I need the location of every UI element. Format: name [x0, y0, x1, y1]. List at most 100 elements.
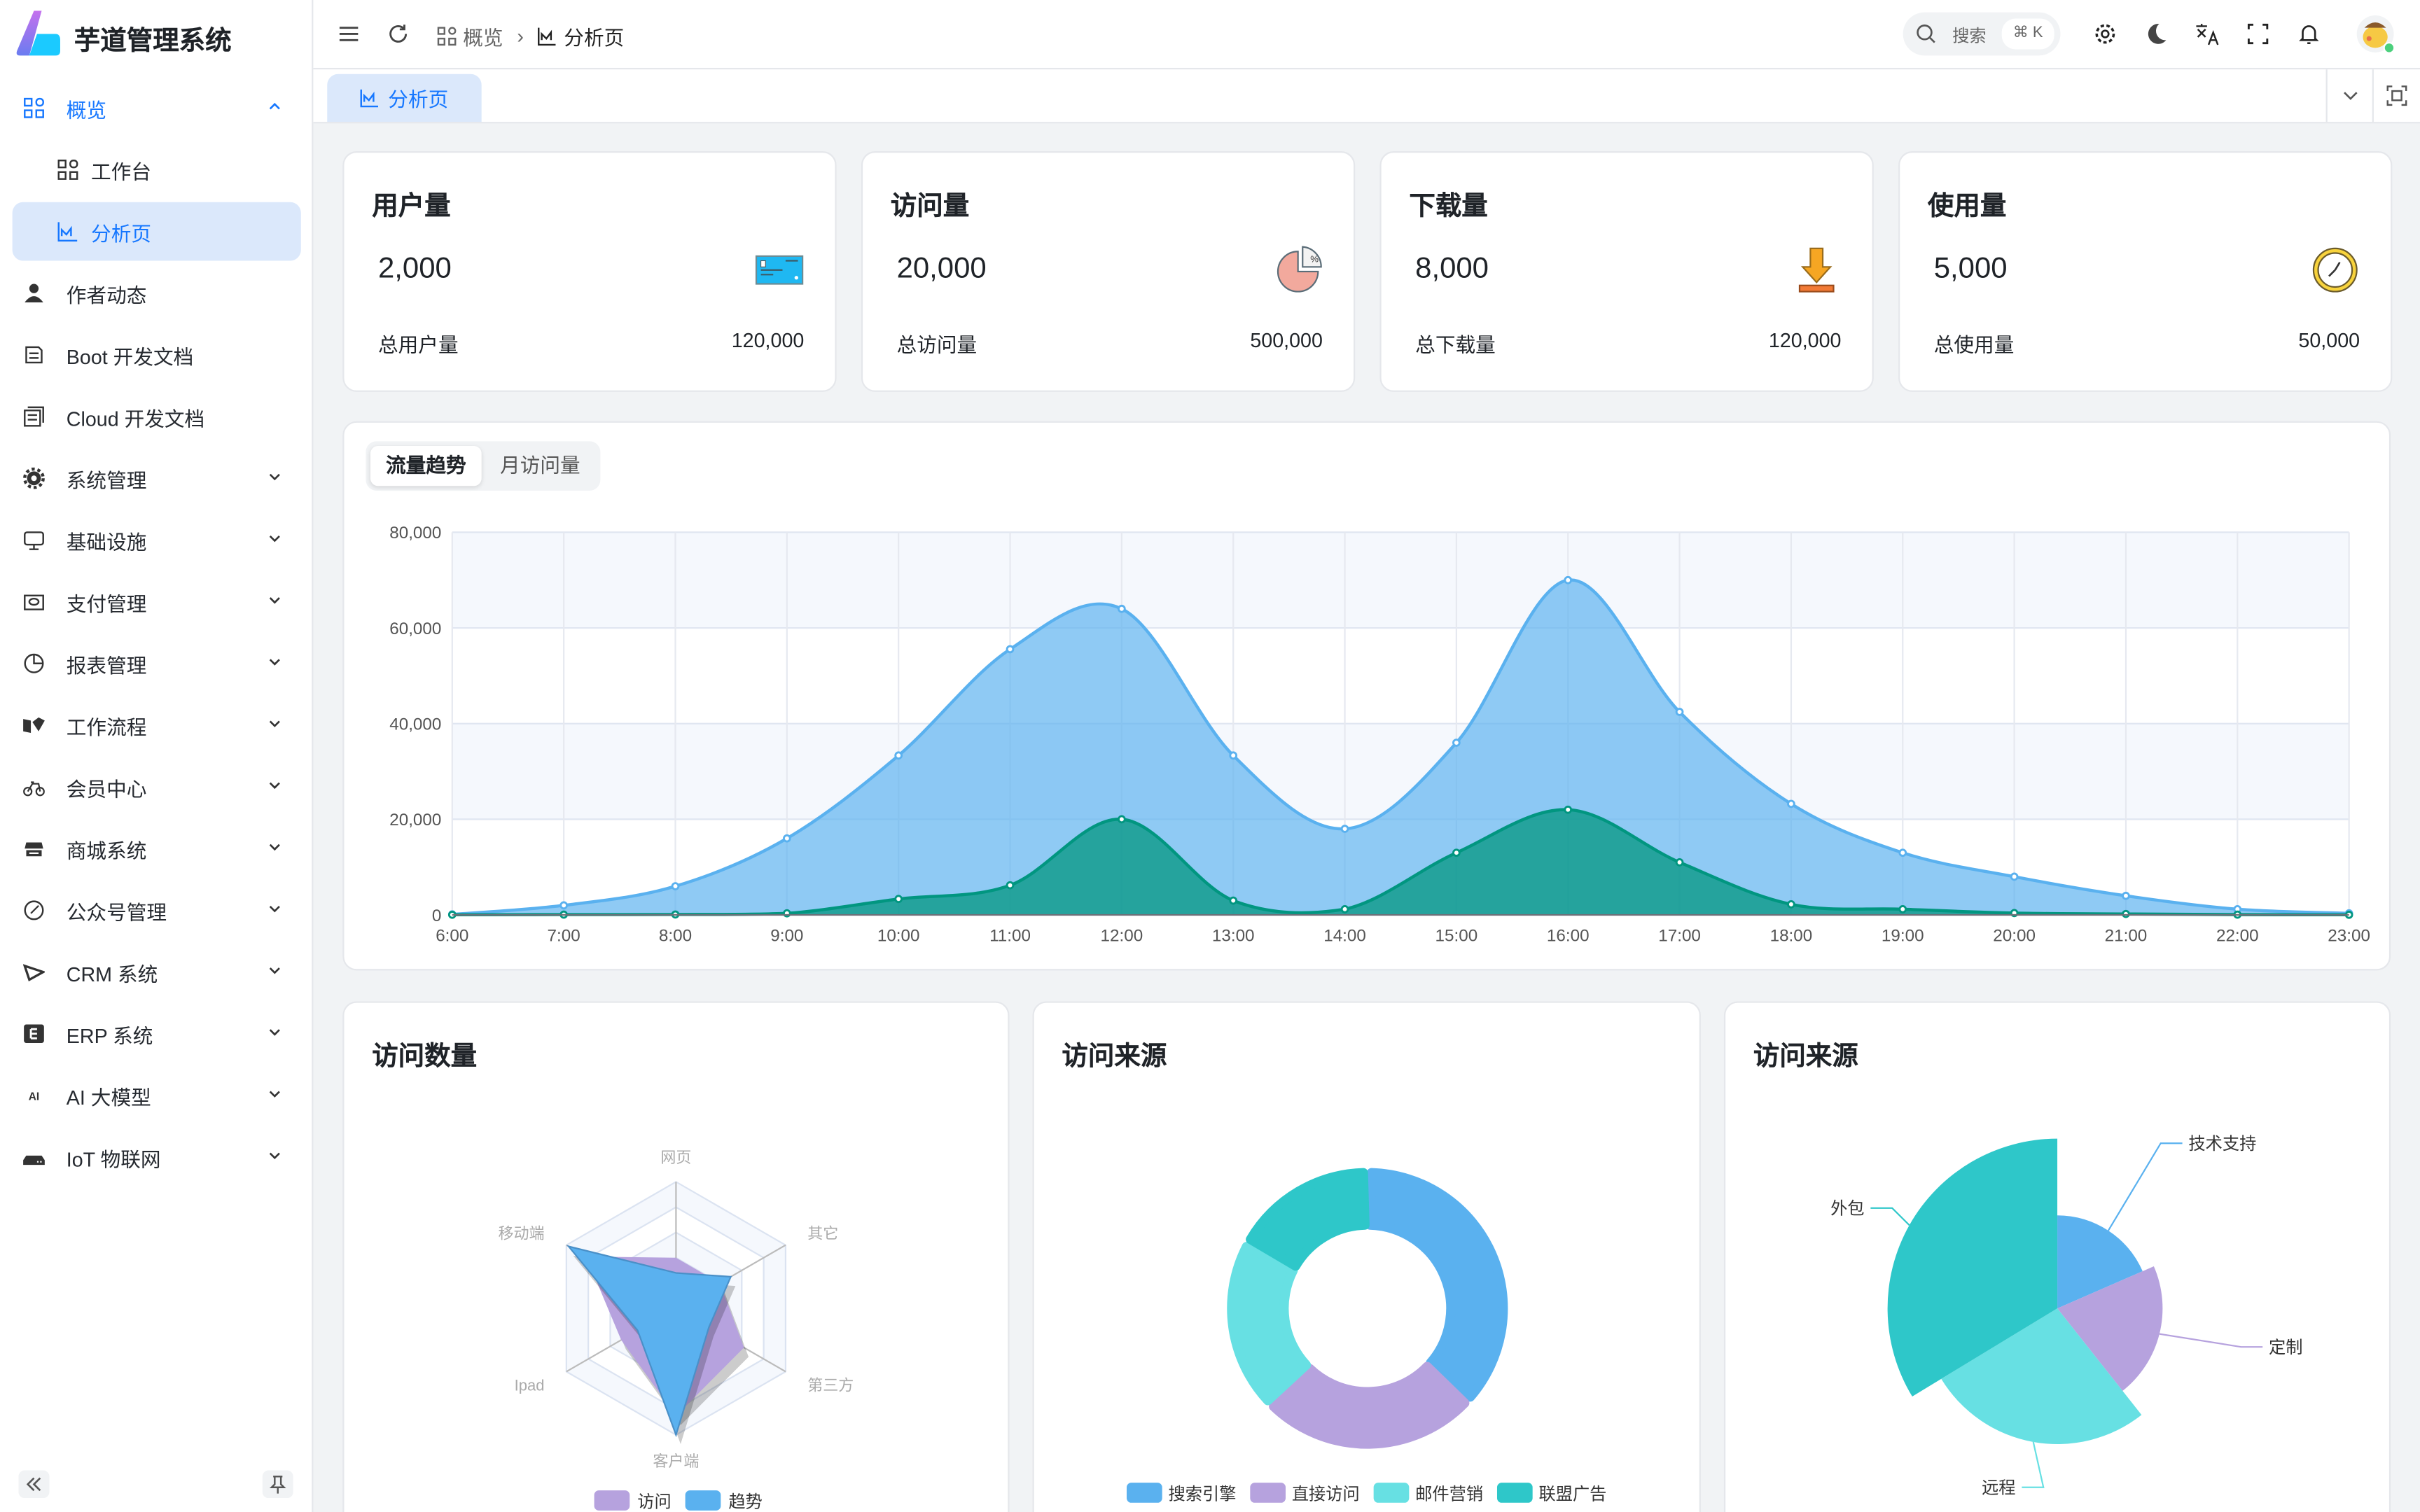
data-point[interactable]	[894, 751, 903, 760]
legend-label[interactable]: 趋势	[728, 1492, 762, 1511]
radar-indicator-label: 网页	[660, 1149, 691, 1166]
stat-card: 访问量 20,000% 总访问量 500,000	[861, 151, 1356, 392]
sidebar-item[interactable]: ERP 系统	[13, 1004, 301, 1063]
data-point[interactable]	[1787, 799, 1795, 808]
sidebar-item[interactable]: 系统管理	[13, 449, 301, 507]
breadcrumb-item[interactable]: 概览	[463, 26, 503, 50]
data-point[interactable]	[2122, 909, 2130, 918]
translate-icon[interactable]	[2195, 22, 2219, 46]
avatar[interactable]	[2355, 14, 2398, 57]
rose-slice[interactable]	[2057, 1266, 2163, 1391]
data-point[interactable]	[1118, 604, 1126, 613]
data-point[interactable]	[1564, 575, 1573, 584]
sidebar-item[interactable]: 作者动态	[13, 264, 301, 323]
data-point[interactable]	[782, 834, 791, 843]
tab-monthly-visits[interactable]: 月访问量	[500, 454, 580, 477]
sidebar-item[interactable]: 工作流程	[13, 696, 301, 755]
data-point[interactable]	[1118, 815, 1126, 824]
tab-traffic-trend[interactable]: 流量趋势	[370, 445, 482, 486]
clock-icon	[2312, 247, 2358, 293]
fullscreen-icon[interactable]	[2246, 22, 2270, 46]
sidebar-item[interactable]: 工作台	[13, 141, 301, 200]
monitor-icon	[24, 531, 44, 550]
chevron-down-icon	[269, 1152, 280, 1160]
legend-swatch[interactable]	[1496, 1483, 1533, 1503]
collapse-sidebar-icon[interactable]	[18, 1470, 50, 1499]
sidebar-item[interactable]: 基础设施	[13, 511, 301, 570]
data-point[interactable]	[1675, 708, 1684, 716]
data-point[interactable]	[894, 895, 903, 904]
wallet-icon	[24, 594, 44, 610]
stat-total-label: 总用户量	[378, 333, 459, 357]
sidebar-item[interactable]: 商城系统	[13, 819, 301, 878]
sidebar-item[interactable]: IoT 物联网	[13, 1128, 301, 1186]
sidebar-item[interactable]: Boot 开发文档	[13, 326, 301, 384]
rose-slice[interactable]	[1887, 1138, 2058, 1397]
sidebar-item[interactable]: CRM 系统	[13, 943, 301, 1002]
legend-swatch[interactable]	[1373, 1483, 1410, 1503]
legend-swatch[interactable]	[1126, 1483, 1162, 1503]
data-point[interactable]	[1898, 848, 1907, 858]
sidebar-item[interactable]: AI AI 大模型	[13, 1066, 301, 1125]
sidebar-item[interactable]: Cloud 开发文档	[13, 387, 301, 446]
data-point[interactable]	[671, 882, 680, 890]
menu-toggle-icon[interactable]	[336, 22, 361, 46]
legend-label[interactable]: 直接访问	[1292, 1485, 1360, 1504]
maximize-icon[interactable]	[2386, 85, 2408, 106]
donut-slice[interactable]	[1365, 1168, 1508, 1402]
sidebar-item[interactable]: 公众号管理	[13, 881, 301, 940]
pin-icon[interactable]	[262, 1470, 293, 1499]
tab-analytics[interactable]: 分析页	[327, 74, 482, 122]
y-tick-label: 0	[432, 906, 441, 925]
sidebar-item[interactable]: 会员中心	[13, 757, 301, 816]
sidebar-item[interactable]: 分析页	[12, 202, 301, 261]
legend-label[interactable]: 访问	[637, 1492, 671, 1511]
moon-icon[interactable]	[2143, 22, 2168, 46]
data-point[interactable]	[1787, 900, 1795, 909]
legend-swatch[interactable]	[685, 1490, 721, 1511]
stat-title: 使用量	[1927, 191, 2007, 221]
legend-label[interactable]: 邮件营销	[1415, 1485, 1483, 1504]
chevron-down-icon[interactable]	[2342, 86, 2360, 104]
sidebar-item[interactable]: 支付管理	[13, 573, 301, 631]
x-tick-label: 15:00	[1435, 927, 1478, 946]
gear-icon[interactable]	[2093, 22, 2118, 46]
data-point[interactable]	[2122, 891, 2130, 900]
search-icon	[1917, 24, 1935, 43]
dashboard-icon	[57, 160, 78, 180]
data-point[interactable]	[1006, 881, 1015, 890]
data-point[interactable]	[1452, 738, 1461, 747]
legend-label[interactable]: 联盟广告	[1538, 1485, 1606, 1504]
x-tick-label: 16:00	[1547, 927, 1590, 946]
sidebar-item-label: 分析页	[91, 221, 152, 245]
data-point[interactable]	[1675, 858, 1684, 867]
data-point[interactable]	[1229, 896, 1238, 905]
donut-slice[interactable]	[1227, 1242, 1312, 1406]
data-point[interactable]	[1340, 904, 1349, 913]
data-point[interactable]	[1452, 848, 1461, 858]
donut-slice[interactable]	[1269, 1362, 1470, 1449]
rose-slice[interactable]	[1941, 1308, 2142, 1445]
chevron-down-icon	[269, 782, 280, 790]
sidebar-item-label: 商城系统	[66, 838, 147, 862]
data-point[interactable]	[1006, 645, 1015, 654]
radar-series-1[interactable]	[566, 1245, 732, 1438]
tab-bar: 分析页	[313, 69, 2420, 124]
data-point[interactable]	[2010, 872, 2019, 881]
donut-slice[interactable]	[1246, 1168, 1370, 1271]
legend-label[interactable]: 搜索引擎	[1169, 1485, 1237, 1504]
data-point[interactable]	[1340, 825, 1349, 833]
data-point[interactable]	[1898, 904, 1907, 913]
sidebar-item[interactable]: 概览	[13, 78, 301, 137]
data-point[interactable]	[1229, 751, 1238, 760]
data-point[interactable]	[559, 901, 568, 910]
legend-swatch[interactable]	[594, 1490, 630, 1511]
sidebar-item[interactable]: 报表管理	[13, 634, 301, 693]
data-point[interactable]	[1564, 805, 1573, 814]
search-button[interactable]: 搜索 ⌘ K	[1903, 12, 2061, 56]
rose-slice[interactable]	[2057, 1215, 2143, 1309]
legend-swatch[interactable]	[1250, 1483, 1286, 1503]
bell-icon[interactable]	[2297, 22, 2321, 46]
refresh-icon[interactable]	[386, 22, 410, 46]
